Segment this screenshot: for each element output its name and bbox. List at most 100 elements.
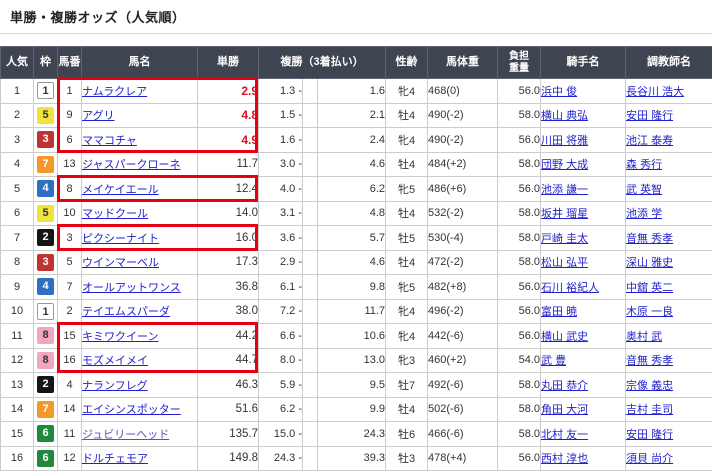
jockey-link[interactable]: 石川 裕紀人: [541, 281, 600, 294]
burden-weight: 56.0: [497, 298, 542, 324]
horse-number: 9: [57, 102, 82, 128]
col-header-frame: 枠: [33, 46, 58, 79]
trainer-link[interactable]: 深山 雅史: [626, 257, 674, 270]
jockey-link[interactable]: 坂井 瑠星: [541, 208, 589, 221]
trainer-link[interactable]: 吉村 圭司: [626, 404, 674, 417]
frame-chip: 8: [37, 327, 54, 345]
sex-age: 牝4: [385, 298, 429, 324]
trainer-link[interactable]: 音無 秀孝: [626, 232, 674, 245]
col-header-trainer: 調教師名: [625, 46, 712, 79]
trainer-link[interactable]: 森 秀行: [626, 159, 663, 172]
jockey-link[interactable]: 丸田 恭介: [541, 379, 589, 392]
place-odds-high: 4.8: [316, 200, 387, 226]
horse-name-link[interactable]: メイケイエール: [82, 183, 159, 196]
frame-chip: 6: [37, 449, 54, 467]
jockey-link[interactable]: 角田 大河: [541, 404, 589, 417]
horse-weight: 532(-2): [427, 200, 499, 226]
horse-name-cell: エイシンスポッター: [81, 396, 198, 422]
table-row: 14 7 14 エイシンスポッター 51.6 6.2 - 9.9 牡4 502(…: [0, 396, 712, 422]
horse-name-link[interactable]: ジュビリーヘッド: [82, 428, 170, 441]
trainer-link[interactable]: 中舘 英二: [626, 281, 674, 294]
place-odds-separator: -: [298, 158, 302, 171]
frame-cell: 8: [33, 347, 58, 373]
trainer-link[interactable]: 宗像 義忠: [626, 379, 674, 392]
trainer-link[interactable]: 奥村 武: [626, 330, 663, 343]
table-row: 8 3 5 ウインマーベル 17.3 2.9 - 4.6 牡4 472(-2) …: [0, 249, 712, 275]
jockey-link[interactable]: 戸崎 圭太: [541, 232, 589, 245]
burden-line2: 重量: [509, 62, 530, 74]
horse-weight: 468(0): [427, 78, 499, 104]
popularity-rank: 10: [0, 298, 34, 324]
table-row: 2 5 9 アグリ 4.8 1.5 - 2.1 牡4 490(-2) 58.0 …: [0, 102, 712, 128]
horse-name-link[interactable]: アグリ: [82, 110, 115, 123]
trainer-link[interactable]: 音無 秀孝: [626, 355, 674, 368]
trainer-link[interactable]: 武 英智: [626, 183, 663, 196]
horse-name-link[interactable]: テイエムスパーダ: [82, 306, 170, 319]
col-header-win-odds: 単勝: [197, 46, 259, 79]
trainer-link[interactable]: 池添 学: [626, 208, 663, 221]
horse-name-link[interactable]: ドルチェモア: [82, 453, 149, 466]
trainer-link[interactable]: 木原 一良: [626, 306, 674, 319]
place-odds-high: 5.7: [316, 225, 387, 251]
jockey-link[interactable]: 団野 大成: [541, 159, 589, 172]
horse-name-cell: ドルチェモア: [81, 445, 198, 471]
horse-name-link[interactable]: ナムラクレア: [82, 85, 148, 98]
jockey-link[interactable]: 川田 将雅: [541, 134, 589, 147]
win-odds: 4.9: [241, 132, 258, 147]
jockey-cell: 横山 典弘: [540, 102, 627, 128]
place-odds-separator: -: [298, 280, 302, 293]
horse-number: 14: [57, 396, 82, 422]
place-odds-spacer: [302, 396, 318, 422]
jockey-link[interactable]: 浜中 俊: [541, 85, 578, 98]
frame-chip: 2: [37, 376, 54, 394]
table-row: 4 7 13 ジャスパークローネ 11.7 3.0 - 4.6 牡4 484(+…: [0, 151, 712, 177]
frame-cell: 7: [33, 151, 58, 177]
frame-cell: 5: [33, 200, 58, 226]
frame-chip: 3: [37, 253, 54, 271]
jockey-link[interactable]: 西村 淳也: [541, 453, 589, 466]
horse-weight: 490(-2): [427, 102, 499, 128]
jockey-cell: 石川 裕紀人: [540, 274, 627, 300]
horse-name-link[interactable]: ナランフレグ: [82, 379, 148, 392]
frame-cell: 4: [33, 176, 58, 202]
trainer-link[interactable]: 須貝 尚介: [626, 453, 674, 466]
frame-cell: 6: [33, 421, 58, 447]
trainer-link[interactable]: 安田 隆行: [626, 428, 674, 441]
popularity-rank: 6: [0, 200, 34, 226]
popularity-rank: 9: [0, 274, 34, 300]
horse-name-link[interactable]: エイシンスポッター: [82, 404, 181, 417]
frame-cell: 3: [33, 249, 58, 275]
horse-name-link[interactable]: オールアットワンス: [82, 281, 181, 294]
horse-name-link[interactable]: キミワクイーン: [82, 330, 159, 343]
horse-name-link[interactable]: ジャスパークローネ: [82, 159, 181, 172]
trainer-link[interactable]: 安田 隆行: [626, 110, 674, 123]
place-odds-separator: -: [298, 109, 302, 122]
jockey-link[interactable]: 松山 弘平: [541, 257, 589, 270]
place-odds-spacer: [302, 372, 318, 398]
place-odds-low: 2.9 -: [258, 249, 303, 275]
jockey-link[interactable]: 池添 謙一: [541, 183, 589, 196]
horse-number: 10: [57, 200, 82, 226]
trainer-link[interactable]: 長谷川 浩大: [626, 85, 685, 98]
place-odds-separator: -: [298, 256, 302, 269]
horse-name-link[interactable]: ウインマーベル: [82, 257, 160, 270]
place-odds-high: 11.7: [316, 298, 387, 324]
trainer-cell: 深山 雅史: [625, 249, 712, 275]
sex-age: 牝4: [385, 127, 429, 153]
jockey-link[interactable]: 武 豊: [541, 355, 567, 368]
horse-name-link[interactable]: ママコチャ: [82, 134, 137, 147]
jockey-link[interactable]: 横山 武史: [541, 330, 589, 343]
place-odds-separator: -: [298, 403, 302, 416]
trainer-link[interactable]: 池江 泰寿: [626, 134, 674, 147]
jockey-link[interactable]: 北村 友一: [541, 428, 589, 441]
win-odds-cell: 149.8: [197, 445, 259, 471]
burden-weight: 56.0: [497, 323, 542, 349]
jockey-link[interactable]: 富田 暁: [541, 306, 578, 319]
place-odds-high: 6.2: [316, 176, 387, 202]
win-odds-cell: 135.7: [197, 421, 259, 447]
horse-name-link[interactable]: マッドクール: [82, 208, 149, 221]
jockey-link[interactable]: 横山 典弘: [541, 110, 589, 123]
horse-name-link[interactable]: モズメイメイ: [82, 355, 149, 368]
horse-name-link[interactable]: ピクシーナイト: [82, 232, 160, 245]
